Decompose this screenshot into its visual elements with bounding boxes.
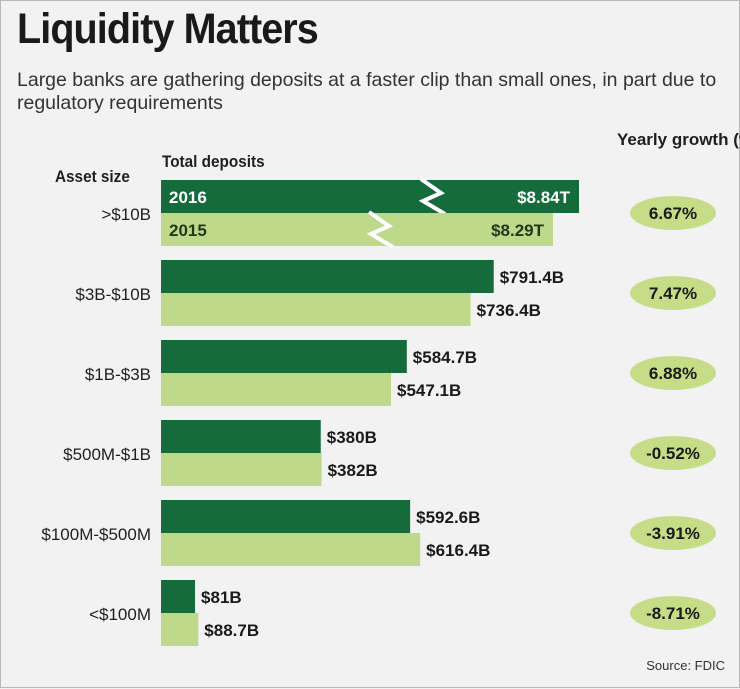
category-label: $100M-$500M — [41, 525, 151, 544]
bar-2015 — [161, 533, 421, 566]
data-label: $8.84T — [517, 188, 571, 207]
growth-pill — [630, 196, 716, 230]
source-note: Source: FDIC — [646, 658, 725, 673]
category-axis-label: Asset size — [55, 167, 130, 186]
axis-break-mark — [418, 177, 447, 216]
growth-label: 7.47% — [649, 284, 697, 303]
bar-2015 — [161, 293, 471, 326]
growth-label: 6.67% — [649, 204, 697, 223]
category-label: >$10B — [101, 205, 151, 224]
data-label: $382B — [328, 461, 378, 480]
chart-title: Liquidity Matters — [17, 5, 319, 53]
legend-label-2016: 2016 — [169, 188, 207, 207]
growth-pill — [630, 436, 716, 470]
data-label: $88.7B — [204, 621, 259, 640]
growth-pill — [630, 356, 716, 390]
data-label: $380B — [327, 428, 377, 447]
bar-2016 — [161, 580, 196, 613]
category-label: $500M-$1B — [63, 445, 151, 464]
bar-2016 — [161, 500, 411, 533]
bar-2015 — [161, 453, 322, 486]
growth-pill — [630, 516, 716, 550]
growth-label: -8.71% — [646, 604, 700, 623]
data-label: $592.6B — [416, 508, 480, 527]
growth-label: -3.91% — [646, 524, 700, 543]
data-label: $616.4B — [426, 541, 490, 560]
growth-label: 6.88% — [649, 364, 697, 383]
data-label: $584.7B — [413, 348, 477, 367]
bar-2016 — [161, 180, 579, 213]
bar-2016 — [161, 340, 407, 373]
data-label: $547.1B — [397, 381, 461, 400]
bar-2016 — [161, 260, 494, 293]
growth-label: -0.52% — [646, 444, 700, 463]
category-label: $1B-$3B — [85, 365, 151, 384]
chart-subtitle: Large banks are gathering deposits at a … — [17, 69, 717, 114]
bar-2015 — [161, 213, 553, 246]
bar-2016 — [161, 420, 321, 453]
data-label: $8.29T — [491, 221, 545, 240]
axis-break-mark — [366, 210, 395, 249]
bar-2015 — [161, 613, 199, 646]
category-label: <$100M — [89, 605, 151, 624]
growth-axis-label: Yearly growth (%) — [617, 130, 740, 149]
bar-2015 — [161, 373, 392, 406]
growth-pill — [630, 276, 716, 310]
legend-label-2015: 2015 — [169, 221, 207, 240]
data-label: $81B — [201, 588, 242, 607]
category-label: $3B-$10B — [75, 285, 151, 304]
growth-pill — [630, 596, 716, 630]
data-label: $791.4B — [500, 268, 564, 287]
value-axis-label: Total deposits — [162, 152, 265, 171]
data-label: $736.4B — [477, 301, 541, 320]
